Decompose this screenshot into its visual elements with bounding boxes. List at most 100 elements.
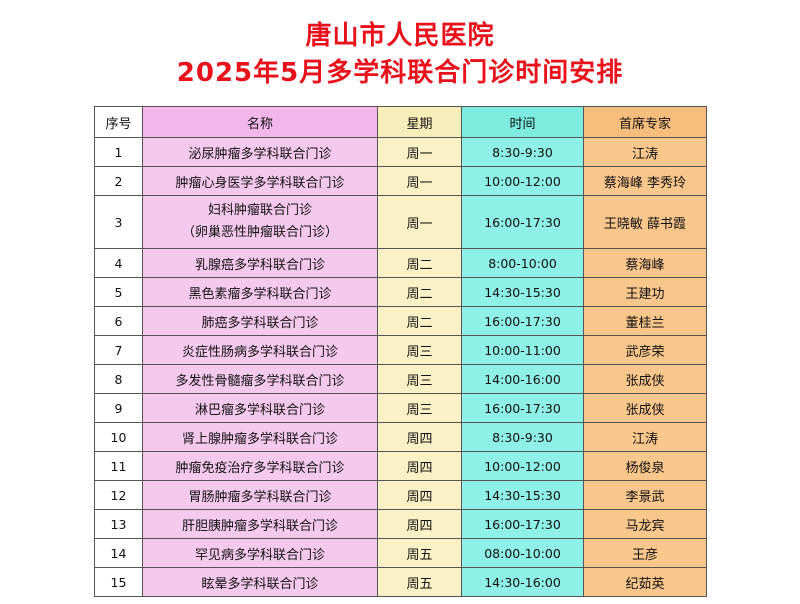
chief-expert: 蔡海峰 — [583, 248, 707, 278]
chief-expert: 李景武 — [583, 480, 707, 510]
hospital-title: 唐山市人民医院 — [305, 21, 495, 51]
row-number: 1 — [94, 137, 143, 167]
clinic-name: 肺癌多学科联合门诊 — [142, 306, 378, 336]
chief-expert: 江涛 — [583, 137, 707, 167]
clinic-name-note: （卵巢恶性肿瘤联合门诊） — [181, 225, 338, 240]
clinic-name: 乳腺癌多学科联合门诊 — [142, 248, 378, 278]
clinic-time: 16:00-17:30 — [461, 509, 584, 539]
clinic-time: 8:00-10:00 — [461, 248, 584, 278]
row-number: 3 — [94, 195, 143, 249]
clinic-name-cell: 妇科肿瘤联合门诊 （卵巢恶性肿瘤联合门诊） — [142, 195, 378, 249]
clinic-time: 16:00-17:30 — [461, 393, 584, 423]
clinic-name: 淋巴瘤多学科联合门诊 — [142, 393, 378, 423]
table-row: 11 肿瘤免疫治疗多学科联合门诊 周四 10:00-12:00 杨俊泉 — [94, 451, 707, 481]
table-row: 5 黑色素瘤多学科联合门诊 周二 14:30-15:30 王建功 — [94, 277, 707, 307]
header-weekday: 星期 — [377, 106, 462, 138]
row-number: 10 — [94, 422, 143, 452]
chief-expert: 纪茹英 — [583, 567, 707, 597]
clinic-weekday: 周二 — [377, 248, 462, 278]
table-row: 14 罕见病多学科联合门诊 周五 08:00-10:00 王彦 — [94, 538, 707, 568]
clinic-weekday: 周三 — [377, 393, 462, 423]
table-row: 12 胃肠肿瘤多学科联合门诊 周四 14:30-15:30 李景武 — [94, 480, 707, 510]
chief-expert: 王建功 — [583, 277, 707, 307]
clinic-weekday: 周一 — [377, 166, 462, 196]
clinic-name: 黑色素瘤多学科联合门诊 — [142, 277, 378, 307]
table-row: 9 淋巴瘤多学科联合门诊 周三 16:00-17:30 张成侠 — [94, 393, 707, 423]
table-row: 2 肿瘤心身医学多学科联合门诊 周一 10:00-12:00 蔡海峰 李秀玲 — [94, 166, 707, 196]
table-row: 7 炎症性肠病多学科联合门诊 周三 10:00-11:00 武彦荣 — [94, 335, 707, 365]
row-number: 5 — [94, 277, 143, 307]
table-row: 13 肝胆胰肿瘤多学科联合门诊 周四 16:00-17:30 马龙宾 — [94, 509, 707, 539]
clinic-weekday: 周三 — [377, 364, 462, 394]
header-time: 时间 — [461, 106, 584, 138]
table-header-row: 序号 名称 星期 时间 首席专家 — [94, 106, 707, 138]
clinic-weekday: 周四 — [377, 509, 462, 539]
row-number: 2 — [94, 166, 143, 196]
chief-expert: 江涛 — [583, 422, 707, 452]
clinic-name: 妇科肿瘤联合门诊 — [207, 203, 312, 218]
table-row: 3 妇科肿瘤联合门诊 （卵巢恶性肿瘤联合门诊） 周一 16:00-17:30 王… — [94, 195, 707, 249]
clinic-time: 10:00-12:00 — [461, 451, 584, 481]
clinic-name: 肿瘤心身医学多学科联合门诊 — [142, 166, 378, 196]
table-row: 4 乳腺癌多学科联合门诊 周二 8:00-10:00 蔡海峰 — [94, 248, 707, 278]
clinic-weekday: 周四 — [377, 480, 462, 510]
clinic-time: 10:00-11:00 — [461, 335, 584, 365]
clinic-weekday: 周五 — [377, 538, 462, 568]
table-row: 10 肾上腺肿瘤多学科联合门诊 周四 8:30-9:30 江涛 — [94, 422, 707, 452]
clinic-weekday: 周一 — [377, 195, 462, 249]
clinic-time: 8:30-9:30 — [461, 137, 584, 167]
clinic-time: 10:00-12:00 — [461, 166, 584, 196]
clinic-name: 肿瘤免疫治疗多学科联合门诊 — [142, 451, 378, 481]
clinic-time: 8:30-9:30 — [461, 422, 584, 452]
schedule-subtitle: 2025年5月多学科联合门诊时间安排 — [176, 58, 624, 88]
clinic-time: 08:00-10:00 — [461, 538, 584, 568]
clinic-time: 14:30-16:00 — [461, 567, 584, 597]
chief-expert: 王晓敏 薛书霞 — [583, 195, 707, 249]
clinic-name: 肝胆胰肿瘤多学科联合门诊 — [142, 509, 378, 539]
clinic-time: 14:00-16:00 — [461, 364, 584, 394]
header-name: 名称 — [142, 106, 378, 138]
row-number: 8 — [94, 364, 143, 394]
row-number: 13 — [94, 509, 143, 539]
clinic-time: 14:30-15:30 — [461, 277, 584, 307]
clinic-time: 16:00-17:30 — [461, 195, 584, 249]
row-number: 15 — [94, 567, 143, 597]
clinic-name: 多发性骨髓瘤多学科联合门诊 — [142, 364, 378, 394]
chief-expert: 张成侠 — [583, 364, 707, 394]
clinic-name: 泌尿肿瘤多学科联合门诊 — [142, 137, 378, 167]
clinic-schedule-table: 序号 名称 星期 时间 首席专家 1 泌尿肿瘤多学科联合门诊 周一 8:30-9… — [94, 106, 707, 597]
row-number: 12 — [94, 480, 143, 510]
table-row: 15 眩晕多学科联合门诊 周五 14:30-16:00 纪茹英 — [94, 567, 707, 597]
clinic-time: 14:30-15:30 — [461, 480, 584, 510]
row-number: 4 — [94, 248, 143, 278]
clinic-weekday: 周四 — [377, 451, 462, 481]
clinic-name: 胃肠肿瘤多学科联合门诊 — [142, 480, 378, 510]
clinic-name: 眩晕多学科联合门诊 — [142, 567, 378, 597]
clinic-time: 16:00-17:30 — [461, 306, 584, 336]
chief-expert: 张成侠 — [583, 393, 707, 423]
chief-expert: 董桂兰 — [583, 306, 707, 336]
header-number: 序号 — [94, 106, 143, 138]
chief-expert: 马龙宾 — [583, 509, 707, 539]
table-row: 8 多发性骨髓瘤多学科联合门诊 周三 14:00-16:00 张成侠 — [94, 364, 707, 394]
row-number: 6 — [94, 306, 143, 336]
clinic-weekday: 周三 — [377, 335, 462, 365]
chief-expert: 杨俊泉 — [583, 451, 707, 481]
table-row: 6 肺癌多学科联合门诊 周二 16:00-17:30 董桂兰 — [94, 306, 707, 336]
clinic-weekday: 周二 — [377, 306, 462, 336]
clinic-name: 罕见病多学科联合门诊 — [142, 538, 378, 568]
chief-expert: 王彦 — [583, 538, 707, 568]
clinic-weekday: 周四 — [377, 422, 462, 452]
row-number: 7 — [94, 335, 143, 365]
row-number: 11 — [94, 451, 143, 481]
chief-expert: 武彦荣 — [583, 335, 707, 365]
chief-expert: 蔡海峰 李秀玲 — [583, 166, 707, 196]
row-number: 9 — [94, 393, 143, 423]
clinic-weekday: 周五 — [377, 567, 462, 597]
row-number: 14 — [94, 538, 143, 568]
clinic-weekday: 周一 — [377, 137, 462, 167]
clinic-name: 肾上腺肿瘤多学科联合门诊 — [142, 422, 378, 452]
header-chief-expert: 首席专家 — [583, 106, 707, 138]
table-body: 1 泌尿肿瘤多学科联合门诊 周一 8:30-9:30 江涛 2 肿瘤心身医学多学… — [94, 137, 707, 597]
table-row: 1 泌尿肿瘤多学科联合门诊 周一 8:30-9:30 江涛 — [94, 137, 707, 167]
